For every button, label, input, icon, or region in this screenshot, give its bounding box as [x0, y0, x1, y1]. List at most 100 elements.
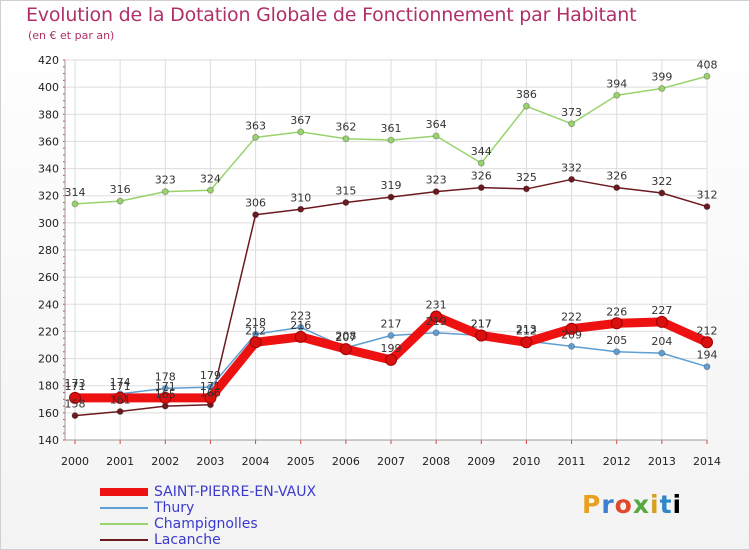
data-point — [522, 102, 530, 110]
data-point — [432, 329, 440, 337]
data-point — [71, 412, 79, 420]
data-label: 362 — [335, 121, 356, 134]
data-label: 212 — [245, 324, 266, 337]
data-label: 364 — [426, 118, 447, 131]
data-point — [116, 197, 124, 205]
data-point — [701, 336, 713, 349]
y-tick-label: 260 — [38, 271, 59, 284]
data-label: 212 — [516, 324, 537, 337]
data-label: 322 — [651, 175, 672, 188]
data-point — [610, 317, 623, 330]
data-point — [161, 188, 169, 196]
data-label: 212 — [697, 324, 718, 337]
data-point — [339, 343, 352, 356]
y-tick-label: 140 — [38, 434, 59, 447]
legend-label: Thury — [154, 500, 195, 516]
data-label: 171 — [65, 380, 86, 393]
x-tick-label: 2013 — [648, 455, 676, 468]
data-label: 306 — [245, 197, 266, 210]
x-tick-label: 2009 — [467, 455, 495, 468]
data-point — [613, 348, 621, 356]
y-tick-label: 300 — [38, 217, 59, 230]
legend-swatch — [100, 488, 148, 496]
data-label: 231 — [426, 299, 447, 312]
y-tick-label: 340 — [38, 163, 59, 176]
data-point — [159, 391, 172, 404]
data-point — [568, 175, 576, 183]
x-tick-label: 2004 — [242, 455, 270, 468]
legend-item: Thury — [100, 500, 316, 516]
data-label: 222 — [561, 311, 582, 324]
data-point — [658, 85, 666, 92]
data-label: 361 — [381, 122, 402, 135]
data-label: 218 — [245, 316, 266, 329]
data-point — [387, 193, 395, 201]
x-tick-label: 2011 — [558, 455, 586, 468]
y-tick-label: 240 — [38, 298, 59, 311]
data-point — [206, 383, 214, 391]
data-label: 316 — [110, 183, 131, 196]
data-label: 363 — [245, 119, 266, 132]
data-point — [565, 322, 578, 335]
data-label: 325 — [516, 171, 537, 184]
legend-item: Lacanche — [100, 532, 316, 548]
data-point — [432, 188, 440, 196]
data-label: 213 — [516, 323, 537, 336]
data-point — [477, 184, 485, 192]
data-point — [387, 136, 395, 144]
data-label: 408 — [697, 58, 718, 71]
data-label: 166 — [200, 387, 221, 400]
data-label: 174 — [110, 376, 131, 389]
legend-label: Lacanche — [154, 532, 221, 548]
y-tick-label: 380 — [38, 108, 59, 121]
data-label: 399 — [651, 71, 672, 84]
data-point — [114, 391, 127, 404]
data-label: 216 — [290, 319, 311, 332]
data-label: 179 — [200, 369, 221, 382]
data-label: 227 — [651, 304, 672, 317]
data-point — [297, 205, 305, 213]
data-label: 217 — [471, 318, 492, 331]
y-tick-label: 220 — [38, 325, 59, 338]
y-tick-label: 360 — [38, 135, 59, 148]
x-tick-label: 2002 — [151, 455, 179, 468]
data-label: 310 — [290, 191, 311, 204]
data-label: 178 — [155, 370, 176, 383]
data-point — [522, 185, 530, 193]
x-tick-label: 2007 — [377, 455, 405, 468]
data-label: 323 — [426, 174, 447, 187]
y-tick-label: 160 — [38, 407, 59, 420]
legend-item: SAINT-PIERRE-EN-VAUX — [100, 484, 316, 500]
proxiti-logo: Proxiti — [582, 490, 683, 519]
data-point — [475, 329, 488, 342]
data-label: 199 — [381, 342, 402, 355]
data-point — [161, 384, 169, 392]
data-point — [252, 133, 260, 141]
data-point — [703, 203, 711, 211]
data-point — [477, 159, 485, 167]
data-label: 319 — [381, 179, 402, 192]
data-point — [655, 315, 668, 328]
legend-label: SAINT-PIERRE-EN-VAUX — [154, 484, 317, 500]
data-label: 158 — [65, 398, 86, 411]
data-point — [252, 211, 260, 219]
y-tick-label: 420 — [38, 54, 59, 67]
data-point — [342, 199, 350, 206]
data-label: 386 — [516, 88, 537, 101]
data-point — [658, 189, 666, 197]
x-tick-label: 2010 — [512, 455, 540, 468]
data-label: 312 — [697, 189, 718, 202]
data-point — [568, 342, 576, 350]
data-point — [294, 330, 307, 343]
data-label: 394 — [606, 77, 627, 90]
data-label: 161 — [110, 394, 131, 407]
legend-swatch — [100, 523, 148, 525]
data-point — [161, 402, 169, 410]
data-point — [613, 184, 621, 192]
legend-label: Champignolles — [154, 516, 258, 532]
data-label: 205 — [606, 334, 627, 347]
data-point — [297, 323, 305, 331]
data-point — [703, 363, 711, 371]
data-point — [342, 135, 350, 143]
data-label: 324 — [200, 172, 221, 185]
